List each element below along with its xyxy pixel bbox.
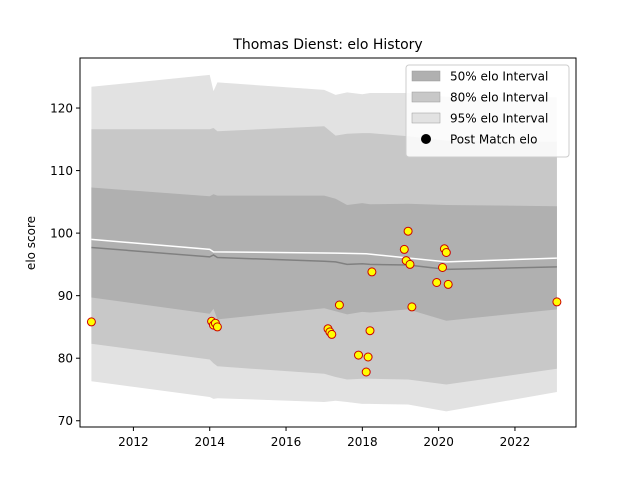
post-match-elo-point [407, 302, 417, 312]
legend-label: 80% elo Interval [450, 91, 548, 105]
post-match-elo-point [212, 322, 222, 332]
post-match-elo-point [367, 267, 377, 277]
y-tick-label: 90 [58, 289, 73, 303]
post-match-elo-point [334, 300, 344, 310]
post-match-elo-point [441, 248, 451, 257]
legend-swatch [411, 70, 441, 82]
y-tick-label: 80 [58, 352, 73, 366]
chart-title: Thomas Dienst: elo History [232, 37, 422, 53]
post-match-elo-point [365, 326, 375, 336]
post-match-elo-point [327, 329, 337, 339]
legend: 50% elo Interval 80% elo Interval 95% elo … [405, 64, 570, 158]
post-match-elo-point [363, 352, 373, 362]
legend-label: 95% elo Interval [450, 112, 548, 126]
post-match-elo-point [86, 317, 96, 327]
legend-box [405, 64, 570, 158]
plot-area [86, 74, 562, 412]
x-tick-label: 2022 [500, 435, 531, 449]
x-tick-label: 2016 [271, 435, 302, 449]
legend-swatch [411, 91, 441, 103]
mean-elo-line [91, 246, 557, 271]
post-match-elo-point [361, 367, 371, 377]
x-tick-label: 2020 [423, 435, 454, 449]
post-match-elo-point [438, 263, 447, 272]
post-match-elo-point [552, 297, 562, 307]
legend-swatch [411, 112, 441, 124]
axes: 2012 2014 2016 2018 2020 2022 70 80 90 100 110 120 [50, 57, 577, 449]
x-tick-label: 2018 [347, 435, 378, 449]
band-50-percent [91, 187, 557, 321]
y-axis-label: elo score [24, 216, 38, 270]
post-match-elo-point [399, 244, 409, 254]
legend-marker [421, 134, 431, 144]
x-tick-label: 2014 [194, 435, 225, 449]
post-match-elo-point [354, 350, 363, 360]
post-match-elo-point [405, 259, 415, 269]
y-tick-label: 110 [50, 164, 73, 178]
y-tick-label: 100 [50, 227, 73, 241]
y-tick-label: 120 [50, 102, 73, 116]
pre-match-elo-line [91, 238, 557, 263]
x-tick-label: 2012 [118, 435, 149, 449]
legend-label: 50% elo Interval [450, 70, 548, 84]
y-tick-label: 70 [58, 414, 73, 428]
post-match-elo-point [403, 226, 413, 236]
post-match-elo-point [432, 278, 442, 287]
legend-label: Post Match elo [450, 133, 537, 147]
plot-frame [79, 57, 577, 428]
post-match-elo-point [443, 279, 453, 289]
